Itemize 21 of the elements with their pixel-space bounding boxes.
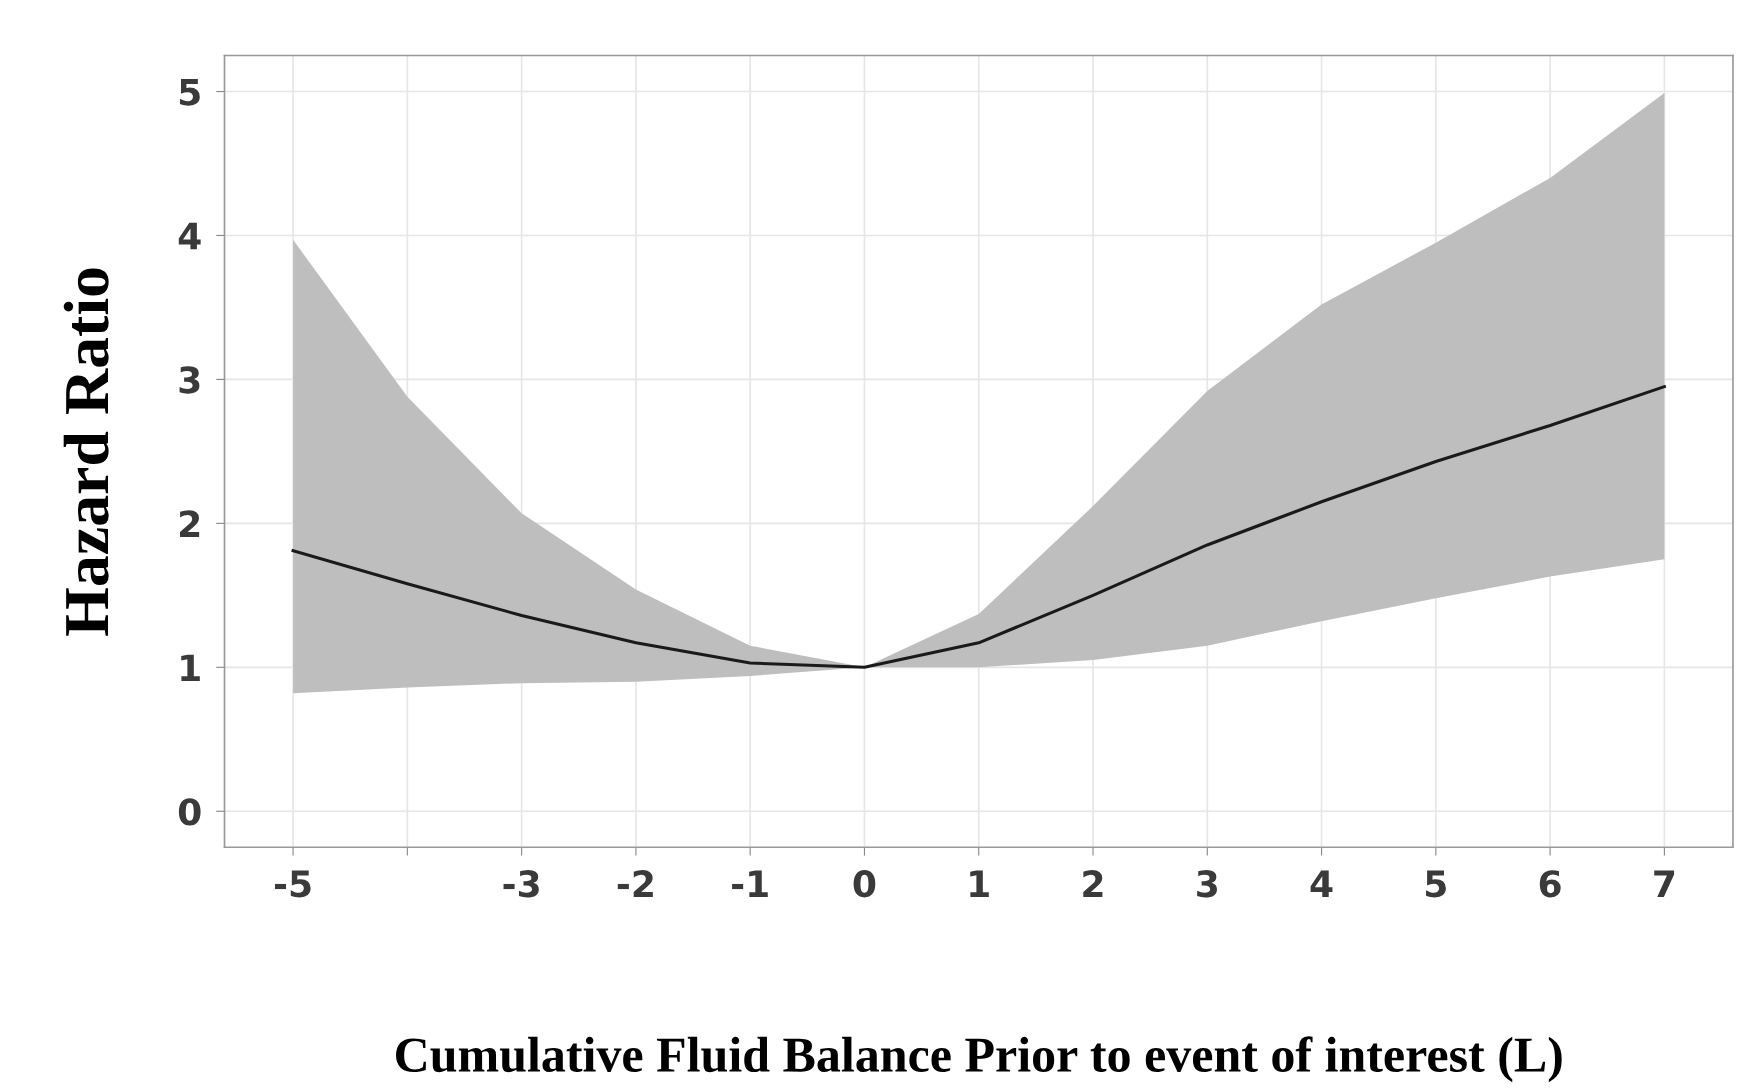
x-tick-label: 5 — [1426, 870, 1446, 898]
x-tick-label: 7 — [1654, 870, 1675, 897]
x-tick-label: -1 — [732, 870, 768, 897]
y-tick-label: 5 — [179, 78, 200, 106]
x-tick-label: 3 — [1197, 870, 1217, 898]
x-tick-label: -2 — [617, 870, 653, 897]
y-tick-label: 0 — [178, 798, 201, 826]
y-tick-label: 1 — [181, 654, 200, 682]
x-tick-label: 0 — [853, 870, 876, 898]
x-tick-label: 6 — [1539, 870, 1561, 898]
y-axis-title: Hazard Ratio — [63, 268, 109, 636]
x-tick-label: 1 — [970, 870, 989, 897]
x-axis-title: Cumulative Fluid Balance Prior to event of interest (L) — [396, 1036, 1562, 1083]
x-tick-label: 2 — [1083, 870, 1103, 897]
x-tick-label: 4 — [1310, 870, 1333, 897]
y-tick-label: 3 — [179, 366, 200, 394]
x-tick-label: -3 — [503, 870, 539, 898]
line-series — [291, 385, 1666, 669]
y-tick-label: 4 — [178, 222, 201, 250]
y-tick-label: 2 — [180, 510, 200, 538]
x-tick-label: -5 — [274, 870, 311, 898]
